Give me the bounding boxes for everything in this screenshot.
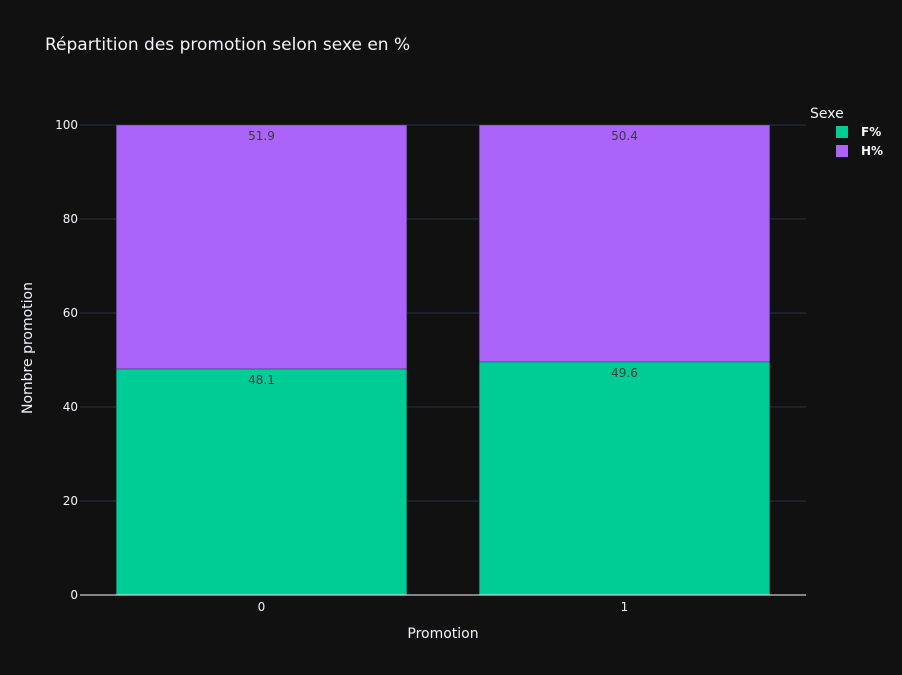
y-axis-label: Nombre promotion [20,282,36,414]
legend: Sexe F% H% [810,106,883,158]
x-axis-label: Promotion [407,626,478,642]
bar-label-H%-0: 51.9 [248,129,275,143]
bar-H%-0 [116,124,407,370]
legend-label-H%: H% [861,144,883,158]
legend-swatch-F% [836,126,848,138]
x-tick-label-1: 1 [621,600,629,614]
x-tick-label-0: 0 [258,600,266,614]
bar-labels-layer: 48.1 51.9 49.6 50.4 [248,129,638,387]
bars-layer [116,124,770,596]
y-tick-label-20: 20 [63,494,78,508]
legend-title: Sexe [810,106,844,122]
y-tick-label-60: 60 [63,306,78,320]
legend-swatch-H% [836,145,848,157]
y-tick-label-40: 40 [63,400,78,414]
bar-F%-1 [479,361,770,596]
y-tick-label-80: 80 [63,212,78,226]
chart-title: Répartition des promotion selon sexe en … [45,35,410,55]
y-tick-label-100: 100 [55,118,78,132]
bar-H%-1 [479,124,770,363]
bar-label-F%-1: 49.6 [611,366,638,380]
bar-label-H%-1: 50.4 [611,129,638,143]
bar-label-F%-0: 48.1 [248,373,275,387]
legend-label-F%: F% [861,125,881,139]
legend-items: F% H% [836,125,883,158]
y-tick-label-0: 0 [70,588,78,602]
y-axis-ticks: 0 20 40 60 80 100 [55,118,78,602]
bar-F%-0 [116,368,407,596]
